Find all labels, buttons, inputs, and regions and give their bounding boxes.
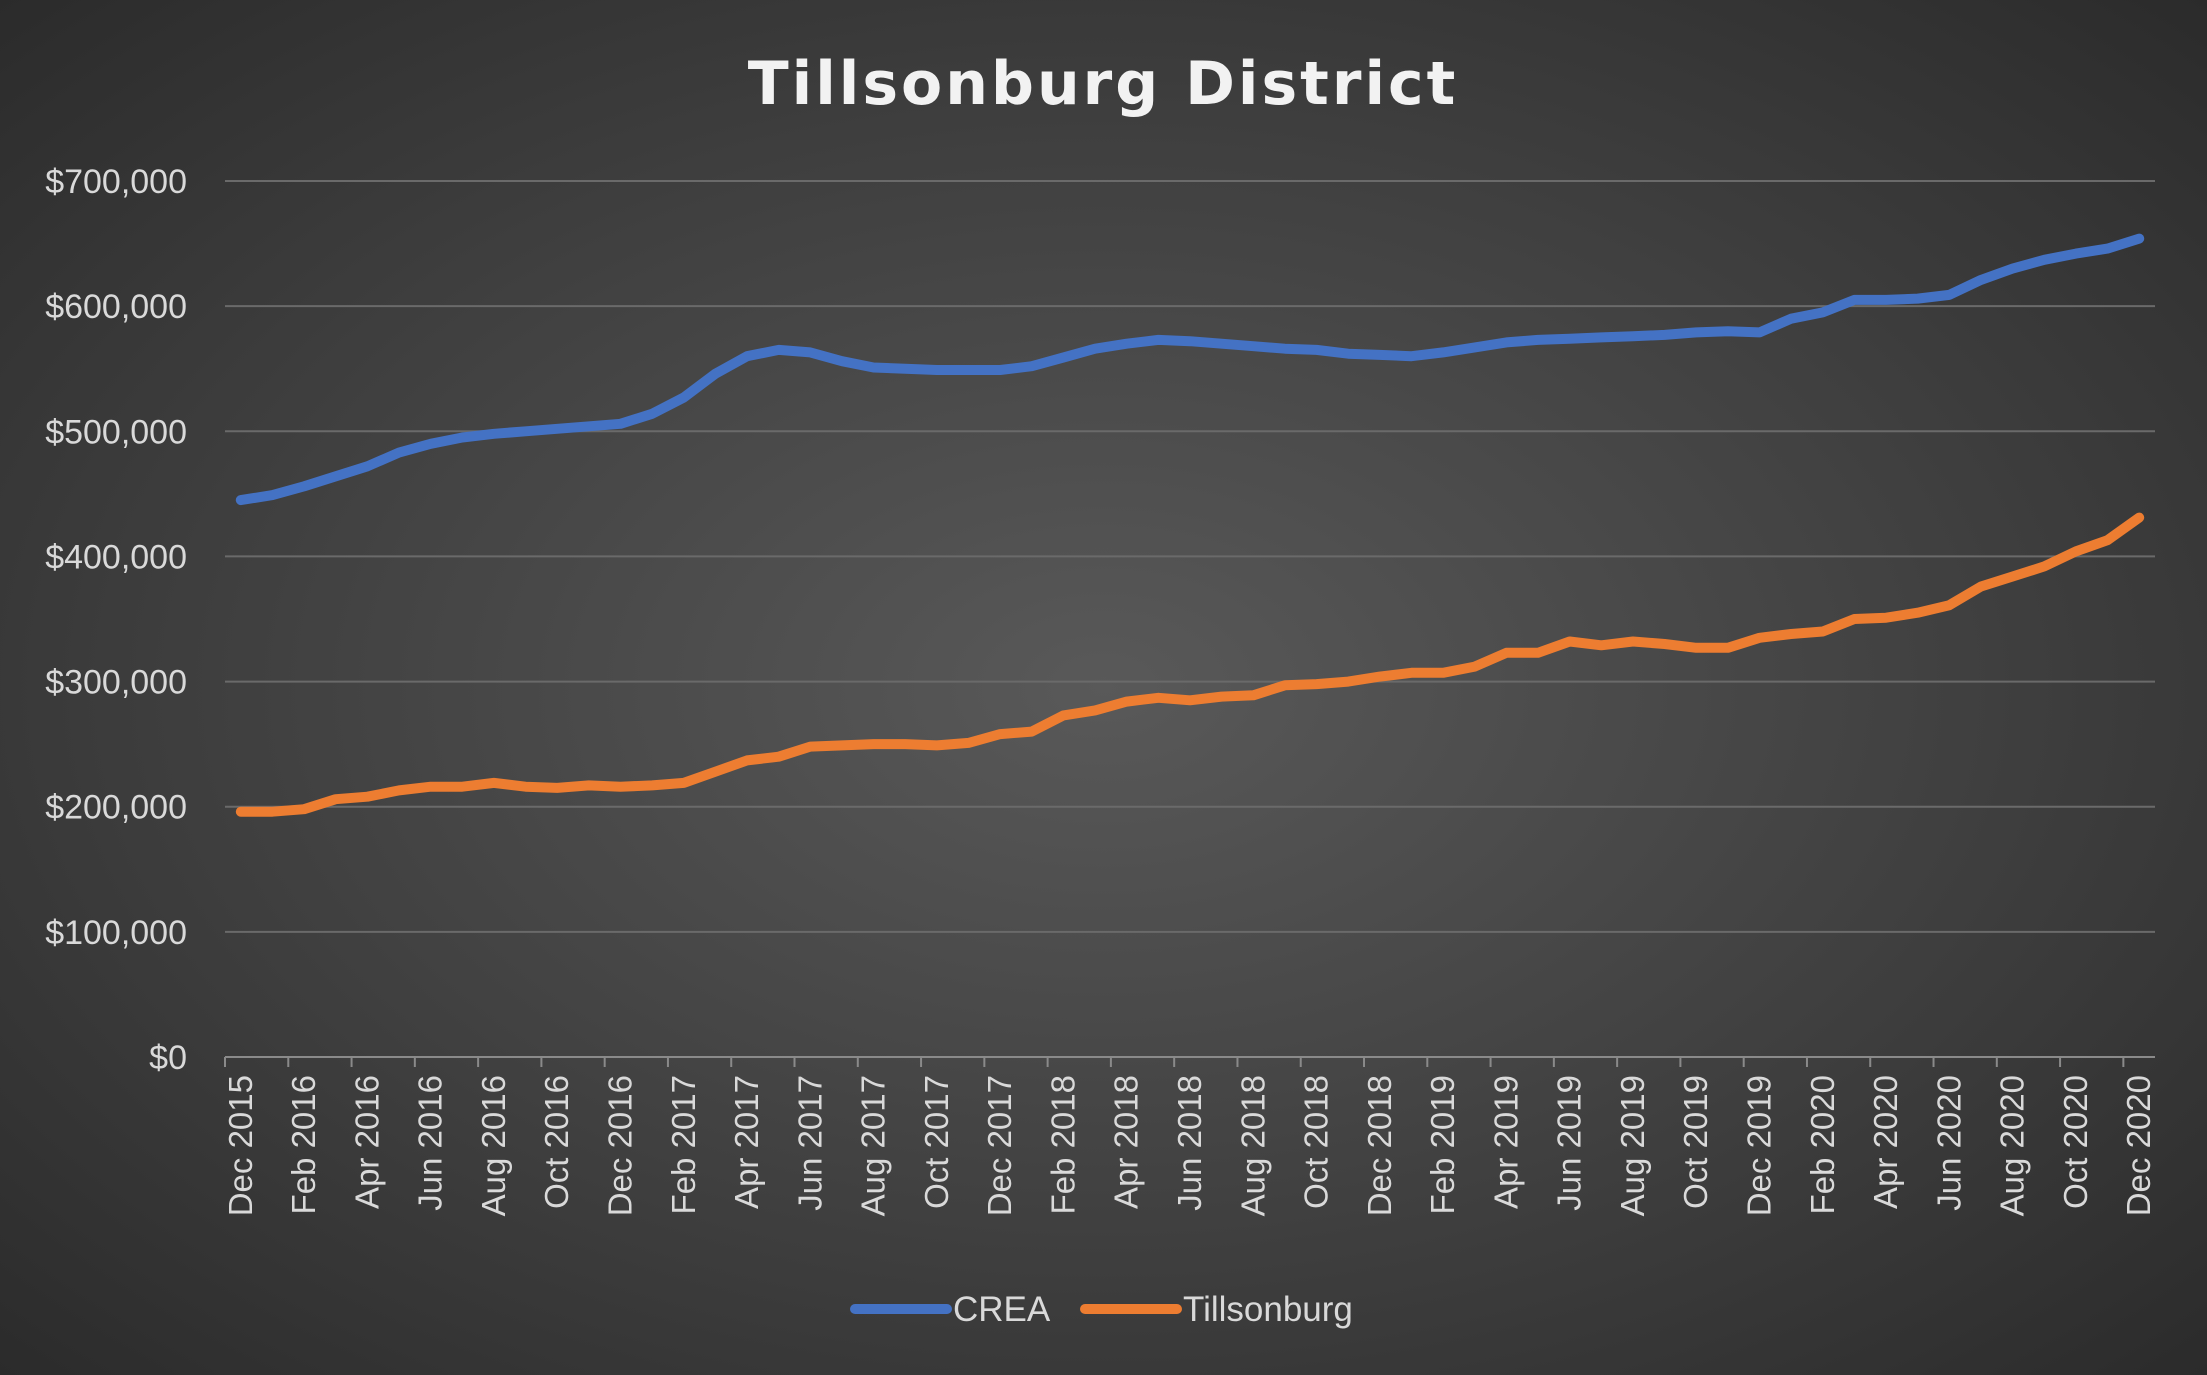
x-tick-label: Feb 2020 (1804, 1075, 1841, 1214)
series-lines (235, 233, 2145, 817)
x-tick-label: Jun 2020 (1930, 1075, 1967, 1211)
x-tick-label: Dec 2016 (601, 1075, 638, 1216)
y-tick-label: $500,000 (45, 413, 187, 451)
x-tick-label: Jun 2017 (791, 1075, 828, 1211)
legend-label-tillsonburg: Tillsonburg (1183, 1290, 1353, 1329)
y-tick-label: $0 (149, 1039, 187, 1077)
x-tick-label: Jun 2018 (1171, 1075, 1208, 1211)
x-tick-label: Dec 2019 (1741, 1075, 1778, 1216)
x-tick-label: Oct 2020 (2057, 1075, 2094, 1209)
gridlines (225, 180, 2155, 933)
x-tick-label: Feb 2019 (1424, 1075, 1461, 1214)
x-tick-label: Jun 2019 (1551, 1075, 1588, 1211)
x-tick-label: Dec 2015 (222, 1075, 259, 1216)
x-tick-label: Feb 2017 (665, 1075, 702, 1214)
x-tick-label: Oct 2018 (1298, 1075, 1335, 1209)
x-tick-label: Aug 2019 (1614, 1075, 1651, 1216)
x-tick-label: Feb 2018 (1044, 1075, 1081, 1214)
x-tick-label: Aug 2018 (1234, 1075, 1271, 1216)
x-tick-label: Dec 2020 (2120, 1075, 2157, 1216)
x-tick-label: Dec 2017 (981, 1075, 1018, 1216)
x-tick-label: Apr 2019 (1487, 1075, 1524, 1209)
legend-label-crea: CREA (953, 1290, 1051, 1329)
x-tick-label: Aug 2020 (1994, 1075, 2031, 1216)
y-axis: $0 $100,000 $200,000 $300,000 $400,000 $500,0… (45, 163, 187, 1077)
x-tick-label: Oct 2017 (918, 1075, 955, 1209)
x-tick-label: Apr 2018 (1108, 1075, 1145, 1209)
y-tick-label: $600,000 (45, 288, 187, 326)
x-axis: Dec 2015 Feb 2016 Apr 2016 Jun 2016 Aug 2016… (222, 1056, 2157, 1216)
x-tick-label: Aug 2016 (475, 1075, 512, 1216)
x-tick-label: Aug 2017 (855, 1075, 892, 1216)
y-tick-label: $300,000 (45, 664, 187, 702)
y-tick-label: $400,000 (45, 538, 187, 576)
y-tick-label: $100,000 (45, 914, 187, 952)
x-tick-label: Feb 2016 (285, 1075, 322, 1214)
x-tick-label: Dec 2018 (1361, 1075, 1398, 1216)
x-tick-label: Apr 2016 (348, 1075, 385, 1209)
y-tick-label: $200,000 (45, 789, 187, 827)
chart-title: Tillsonburg District (748, 49, 1459, 119)
y-tick-label: $700,000 (45, 163, 187, 201)
x-tick-label: Apr 2017 (728, 1075, 765, 1209)
x-tick-label: Oct 2019 (1677, 1075, 1714, 1209)
series-line-crea (235, 233, 2145, 506)
legend: CREA Tillsonburg (850, 1290, 1353, 1329)
x-tick-label: Jun 2016 (412, 1075, 449, 1211)
series-line-tillsonburg (235, 512, 2145, 817)
x-tick-label: Oct 2016 (538, 1075, 575, 1209)
x-tick-label: Apr 2020 (1867, 1075, 1904, 1209)
